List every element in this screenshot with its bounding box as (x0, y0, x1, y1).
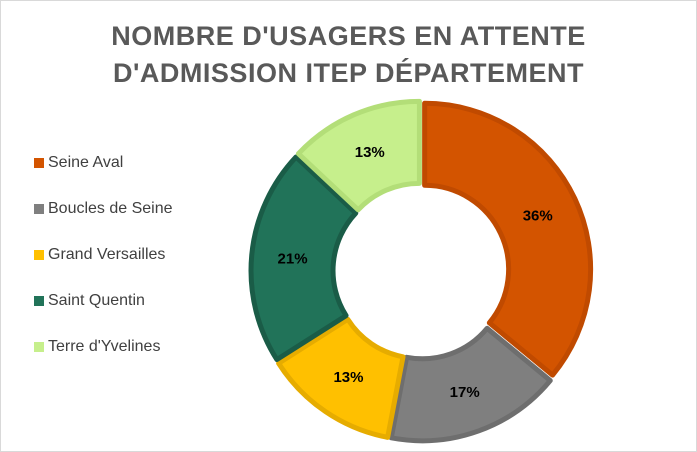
legend-swatch-grand-versailles (34, 250, 44, 260)
slice-saint-quentin (248, 154, 359, 363)
legend-label-seine-aval: Seine Aval (48, 154, 124, 171)
chart-legend: Seine Aval Boucles de Seine Grand Versai… (34, 140, 173, 370)
legend-swatch-terre-d-yvelines (34, 342, 44, 352)
data-label-grand-versailles: 13% (333, 369, 363, 386)
legend-swatch-boucles-de-seine (34, 204, 44, 214)
legend-item-grand-versailles: Grand Versailles (34, 232, 173, 278)
slice-seine-aval (422, 100, 594, 378)
data-label-boucles-de-seine: 17% (450, 384, 480, 401)
legend-label-terre-d-yvelines: Terre d'Yvelines (48, 338, 161, 355)
legend-label-saint-quentin: Saint Quentin (48, 292, 145, 309)
legend-item-seine-aval: Seine Aval (34, 140, 173, 186)
chart-title: NOMBRE D'USAGERS EN ATTENTE D'ADMISSION … (0, 18, 697, 92)
chart-title-line-2: D'ADMISSION ITEP DÉPARTEMENT (113, 58, 584, 88)
legend-label-boucles-de-seine: Boucles de Seine (48, 200, 173, 217)
data-label-saint-quentin: 21% (278, 250, 308, 267)
data-label-terre-d-yvelines: 13% (355, 144, 385, 161)
legend-item-saint-quentin: Saint Quentin (34, 278, 173, 324)
doughnut-labels: 36% 17% 13% 21% 13% (278, 144, 553, 401)
slice-grand-versailles (276, 316, 406, 440)
doughnut-slices (248, 98, 594, 444)
legend-swatch-saint-quentin (34, 296, 44, 306)
legend-label-grand-versailles: Grand Versailles (48, 246, 166, 263)
slice-boucles-de-seine (388, 325, 553, 444)
data-label-seine-aval: 36% (523, 208, 553, 225)
legend-swatch-seine-aval (34, 158, 44, 168)
legend-item-boucles-de-seine: Boucles de Seine (34, 186, 173, 232)
legend-item-terre-d-yvelines: Terre d'Yvelines (34, 324, 173, 370)
chart-title-line-1: NOMBRE D'USAGERS EN ATTENTE (111, 21, 586, 51)
slice-terre-d-yvelines (295, 98, 422, 213)
